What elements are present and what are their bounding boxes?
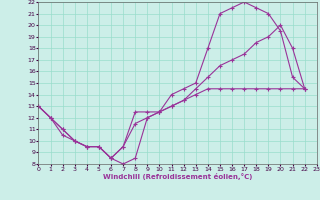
X-axis label: Windchill (Refroidissement éolien,°C): Windchill (Refroidissement éolien,°C) (103, 173, 252, 180)
